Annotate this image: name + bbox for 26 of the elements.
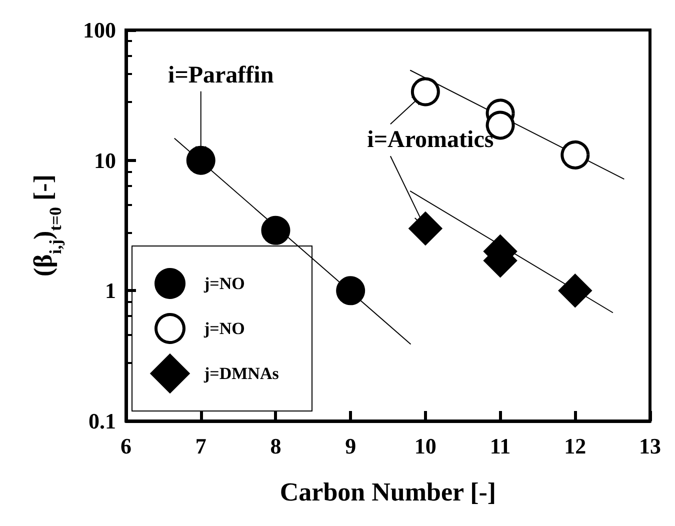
annotation: i=Aromatics	[367, 127, 494, 154]
point	[410, 77, 440, 106]
y-tick-label: 1	[105, 278, 116, 304]
x-tick-label: 6	[120, 434, 132, 458]
x-tick-label: 11	[490, 434, 511, 458]
x-tick-label: 8	[270, 434, 282, 458]
point	[186, 146, 216, 175]
x-tick-label: 7	[195, 434, 206, 458]
point	[408, 212, 442, 245]
y-tick-label: 10	[94, 148, 116, 173]
y-axis-title: (βi,j)t=0 [-]	[28, 174, 65, 276]
y-tick-label: 0.1	[88, 408, 116, 434]
point	[560, 140, 590, 170]
legend-label: j=DMNAs	[203, 364, 280, 383]
legend-label: j=NO	[203, 274, 245, 293]
x-tick-label: 9	[345, 434, 356, 458]
point	[558, 274, 592, 308]
point	[336, 276, 366, 306]
x-tick-label: 12	[564, 434, 586, 458]
x-axis-title: Carbon Number [-]	[280, 478, 496, 506]
annotation: i=Paraffin	[168, 62, 274, 88]
point	[261, 216, 290, 245]
y-tick-label: 100	[83, 18, 116, 42]
x-tick-label: 13	[639, 434, 661, 458]
legend-label: j=NO	[203, 319, 245, 338]
x-tick-label: 10	[414, 434, 436, 458]
